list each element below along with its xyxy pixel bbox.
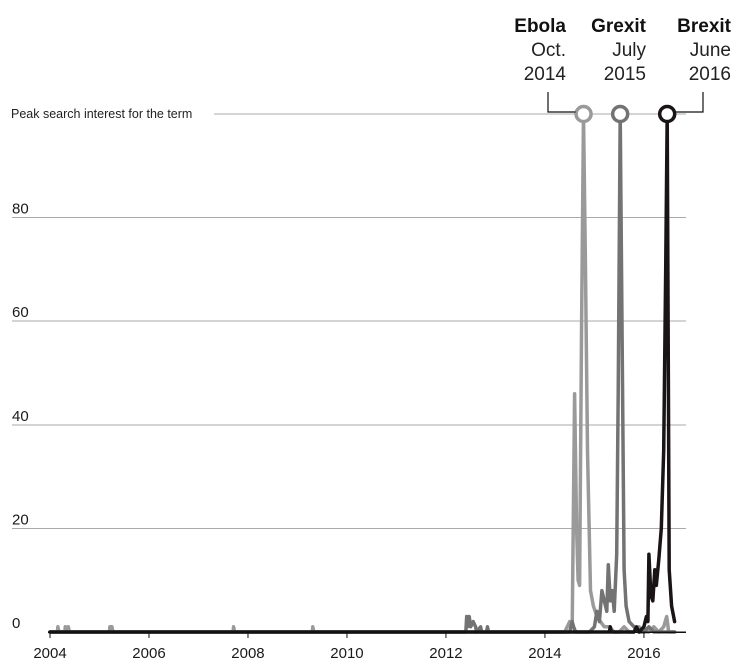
series-line-grexit — [48, 112, 677, 634]
annotation-year-grexit: 2015 — [604, 64, 646, 85]
x-tick-label: 2016 — [627, 645, 660, 662]
peak-marker-ebola — [574, 104, 593, 124]
annotation-name-grexit: Grexit — [591, 16, 647, 37]
y-tick-label: 20 — [12, 511, 29, 528]
axes: 0 20 40 60 80 Peak search interest for the te… — [11, 107, 686, 662]
y-tick-label: 60 — [12, 304, 29, 321]
annotation-date-brexit: June — [690, 40, 731, 61]
x-tick-label: 2010 — [330, 645, 363, 662]
peak-line-label: Peak search interest for the term — [11, 107, 192, 121]
annotation-date-grexit: July — [612, 40, 646, 61]
annotation-name-ebola: Ebola — [514, 16, 566, 37]
annotation-bracket-left — [547, 92, 576, 113]
peak-marker-grexit — [610, 104, 630, 124]
annotation-year-ebola: 2014 — [524, 64, 567, 85]
x-tick-label: 2008 — [231, 645, 264, 662]
annotation-bracket-right — [675, 92, 704, 113]
annotations: Ebola Oct. 2014 Grexit July 2015 Brexit June 201… — [514, 16, 732, 124]
annotation-year-brexit: 2016 — [689, 64, 731, 85]
x-tick-label: 2014 — [528, 645, 561, 662]
y-tick-label: 40 — [12, 408, 29, 425]
y-tick-label: 80 — [12, 201, 29, 218]
x-tick-label: 2004 — [33, 645, 66, 662]
annotation-date-ebola: Oct. — [531, 40, 566, 61]
annotation-name-brexit: Brexit — [677, 16, 732, 37]
series-lines — [48, 112, 677, 634]
x-tick-label: 2006 — [132, 645, 165, 662]
y-tick-label: 0 — [12, 615, 20, 632]
series-line-ebola — [48, 112, 677, 634]
peak-marker-brexit — [657, 104, 677, 124]
x-tick-label: 2012 — [429, 645, 462, 662]
